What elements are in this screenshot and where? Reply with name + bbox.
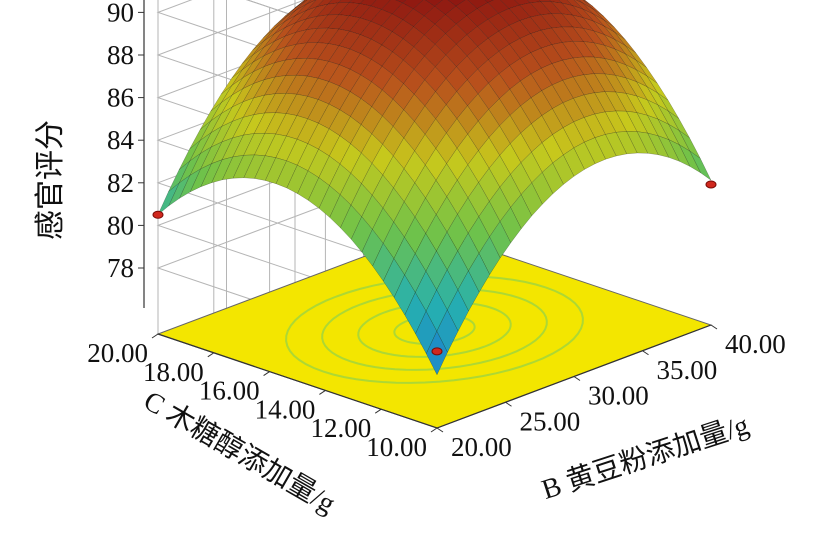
x-tick-label: 30.00 xyxy=(588,381,649,411)
x-tick-label: 20.00 xyxy=(451,432,512,462)
y-tick-label: 18.00 xyxy=(143,357,204,387)
z-tick-label: 86 xyxy=(107,83,134,113)
x-tick-mark xyxy=(711,325,717,329)
z-tick-label: 82 xyxy=(107,168,134,198)
design-point xyxy=(706,181,716,188)
x-tick-label: 40.00 xyxy=(725,329,786,359)
z-tick-label: 90 xyxy=(107,0,134,27)
x-tick-mark xyxy=(574,377,580,381)
x-tick-label: 35.00 xyxy=(657,355,718,385)
z-tick-label: 88 xyxy=(107,40,134,70)
x-tick-mark xyxy=(506,402,512,406)
y-tick-mark xyxy=(208,353,214,357)
y-tick-mark xyxy=(264,372,270,376)
z-tick-label: 78 xyxy=(107,253,134,283)
x-tick-label: 25.00 xyxy=(520,406,581,436)
y-tick-label: 20.00 xyxy=(87,338,148,368)
z-tick-label: 80 xyxy=(107,210,134,240)
design-point xyxy=(432,348,442,355)
y-tick-mark xyxy=(431,428,437,432)
y-tick-label: 10.00 xyxy=(366,432,427,462)
x-tick-mark xyxy=(437,428,443,432)
y-tick-label: 14.00 xyxy=(255,394,316,424)
y-tick-label: 12.00 xyxy=(310,413,371,443)
z-tick-label: 84 xyxy=(107,125,135,155)
z-axis-label: 感官评分 xyxy=(34,120,67,240)
design-point xyxy=(153,211,163,218)
y-tick-mark xyxy=(319,390,325,394)
y-tick-mark xyxy=(152,334,158,338)
y-tick-mark xyxy=(375,409,381,413)
y-tick-label: 16.00 xyxy=(199,376,260,406)
x-tick-mark xyxy=(643,351,649,355)
